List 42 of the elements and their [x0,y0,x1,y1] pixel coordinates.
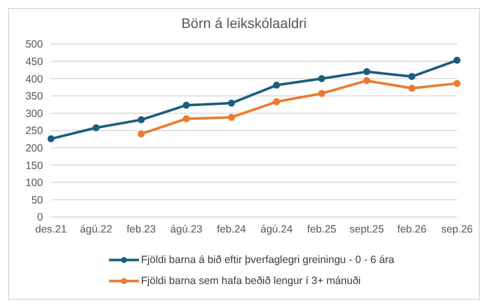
point [408,84,416,92]
point [228,100,235,107]
x-tick-label: feb.23 [126,223,156,236]
point [318,90,326,97]
legend-label: Fjöldi barna á bið eftir þverfaglegri greiningu - 0 - 6 ára [141,254,394,266]
y-tick-label: 350 [25,90,44,103]
chart-title: Börn á leikskólaaldri [180,15,308,31]
y-tick-label: 300 [25,108,44,120]
y-tick-label: 450 [25,56,44,68]
point [454,56,460,64]
point [138,116,145,124]
x-tick-label: des.21 [35,223,67,236]
point [228,114,235,121]
point [363,77,370,84]
point [48,135,54,142]
point [182,102,190,109]
y-tick-label: 200 [25,142,44,155]
legend-label: Fjöldi barna sem hafa beðið lengur í 3+ mánuði [141,274,361,286]
x-tick-label: feb.25 [307,223,336,236]
x-tick-label: ágú.24 [260,223,293,236]
point [92,124,100,132]
point [273,82,280,89]
point [138,130,145,138]
point [318,75,326,82]
x-tick-label: feb.24 [216,223,246,236]
point [182,115,190,122]
x-tick-label: sept.25 [350,223,384,236]
x-tick-label: feb.26 [397,223,427,236]
y-tick-label: 50 [31,194,44,206]
point [408,73,416,80]
x-tick-label: ágú.23 [170,223,203,236]
y-tick-label: 150 [25,160,44,172]
x-tick-label: ágú.22 [80,223,112,236]
y-tick-label: 500 [25,38,44,51]
y-tick-label: 400 [25,73,44,86]
x-tick-label: sep.26 [441,223,473,236]
point [363,68,370,76]
y-tick-label: 250 [25,125,44,138]
point [273,98,280,106]
y-tick-label: 0 [37,212,44,224]
point [454,80,460,87]
y-tick-label: 100 [25,177,44,190]
